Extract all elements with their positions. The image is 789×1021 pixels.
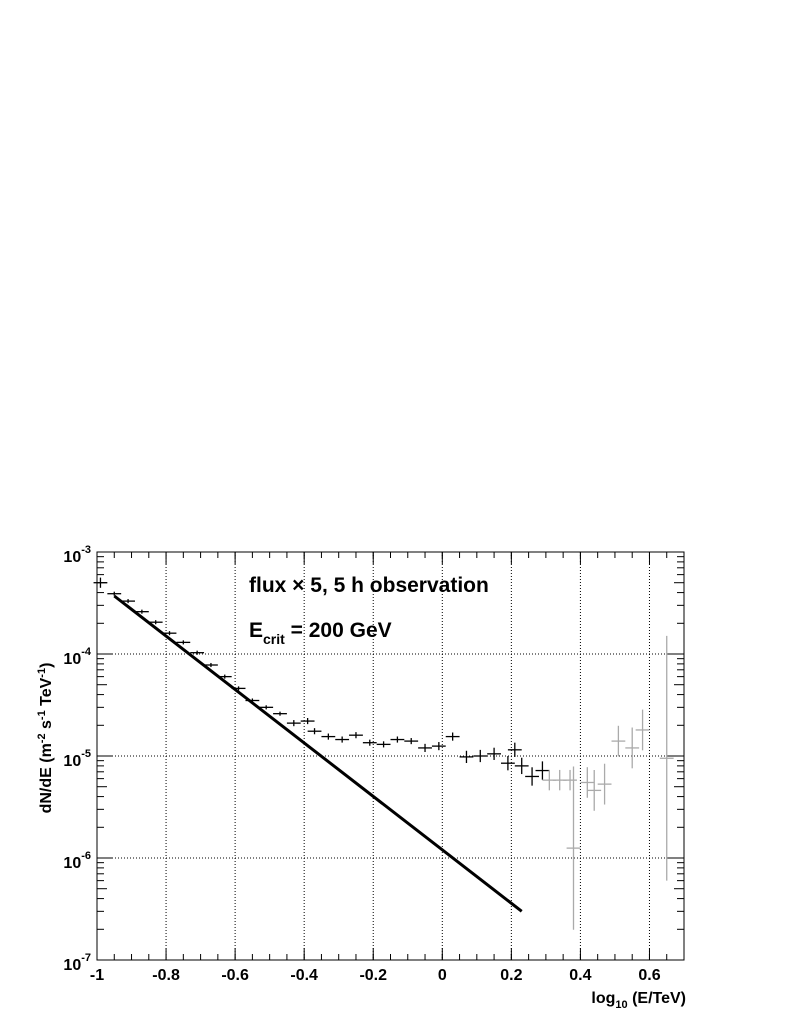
data-point — [273, 711, 287, 716]
data-point — [418, 743, 432, 753]
data-point — [148, 620, 163, 625]
data-point — [404, 738, 419, 745]
x-tick-label: -0.2 — [359, 967, 387, 984]
data-point — [376, 741, 391, 748]
y-axis-title-mid1: s — [38, 720, 55, 733]
y-axis-title-post: ) — [38, 663, 55, 668]
data-point — [134, 609, 149, 614]
annotation-ecrit-sub: crit — [263, 631, 285, 647]
data-point — [259, 705, 274, 710]
x-axis-title-post: (E/TeV) — [628, 990, 686, 1007]
x-tick-label: 0.6 — [638, 967, 660, 984]
grid — [97, 552, 684, 960]
x-axis-title: log10 (E/TeV) — [591, 990, 686, 1011]
y-axis-title-sup2: -1 — [36, 710, 48, 720]
data-series — [93, 577, 674, 930]
data-point — [204, 662, 218, 668]
data-point — [349, 732, 363, 739]
y-tick-label: 10-6 — [63, 850, 91, 872]
data-point — [659, 635, 674, 881]
data-point — [580, 767, 595, 798]
x-tick-label: 0.4 — [569, 967, 591, 984]
data-point — [162, 631, 177, 636]
data-point — [635, 709, 650, 751]
data-point — [535, 761, 550, 780]
data-point — [611, 725, 626, 757]
data-point — [500, 756, 515, 771]
x-tick-label: -0.6 — [221, 967, 249, 984]
data-point — [190, 650, 205, 655]
data-point — [507, 742, 522, 757]
data-point — [487, 747, 501, 760]
x-tick-label: 0.2 — [500, 967, 522, 984]
y-axis-title-sup3: -1 — [36, 668, 48, 678]
data-point — [93, 577, 108, 588]
data-point — [445, 732, 460, 741]
data-point — [121, 599, 135, 604]
data-point — [587, 769, 602, 811]
data-point — [176, 640, 191, 645]
data-point — [597, 763, 612, 805]
data-point — [431, 742, 446, 751]
y-tick-label: 10-4 — [63, 646, 91, 668]
data-point — [362, 739, 377, 746]
y-axis-title-mid2: TeV — [38, 677, 55, 710]
y-tick-label: 10-3 — [63, 544, 91, 566]
y-tick-label: 10-5 — [63, 748, 91, 770]
annotation-ecrit-post: = 200 GeV — [285, 619, 392, 642]
x-tick-label: 0 — [438, 967, 447, 984]
data-point — [390, 736, 405, 743]
data-point — [307, 728, 322, 735]
annotation-ecrit-pre: E — [249, 619, 263, 642]
data-point — [459, 750, 474, 764]
data-point — [321, 733, 336, 740]
x-tick-label: -0.8 — [152, 967, 180, 984]
axis-ticks — [96, 551, 685, 961]
data-point — [473, 749, 488, 763]
y-axis-title-pre: dN/dE (m — [38, 743, 55, 813]
x-axis-title-sub: 10 — [615, 999, 627, 1011]
x-tick-label: -1 — [90, 967, 104, 984]
x-tick-label: -0.4 — [290, 967, 318, 984]
data-point — [286, 720, 301, 727]
annotation-flux: flux × 5, 5 h observation — [249, 574, 489, 597]
y-axis-title-sup1: -2 — [36, 733, 48, 743]
data-point — [107, 591, 122, 596]
data-point — [563, 769, 577, 791]
annotation-ecrit: Ecrit = 200 GeV — [249, 619, 392, 647]
y-tick-label: 10-7 — [63, 952, 91, 974]
data-point — [300, 718, 315, 725]
x-axis-title-pre: log — [591, 990, 615, 1007]
data-point — [625, 727, 640, 769]
data-point — [514, 757, 529, 775]
tick-labels: -1 -0.8 -0.6 -0.4 -0.2 0 0.2 0.4 0.6 10-7 10-6 10-5… — [63, 544, 660, 984]
y-axis-title: dN/dE (m-2 s-1 TeV-1) — [36, 663, 55, 814]
data-point — [335, 736, 350, 743]
data-point — [566, 766, 581, 930]
data-point — [525, 767, 539, 786]
power-law-fit-line — [113, 594, 523, 913]
